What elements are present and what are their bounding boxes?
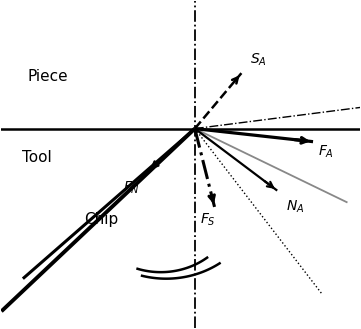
Text: $F_N$: $F_N$ [123,179,140,195]
Text: Piece: Piece [28,69,68,84]
Text: $F_S$: $F_S$ [200,212,216,228]
Text: $N_A$: $N_A$ [286,199,305,215]
Text: Chip: Chip [84,213,119,227]
Text: $S_A$: $S_A$ [250,52,267,68]
Text: Tool: Tool [22,150,52,165]
Text: $F_A$: $F_A$ [318,143,334,160]
